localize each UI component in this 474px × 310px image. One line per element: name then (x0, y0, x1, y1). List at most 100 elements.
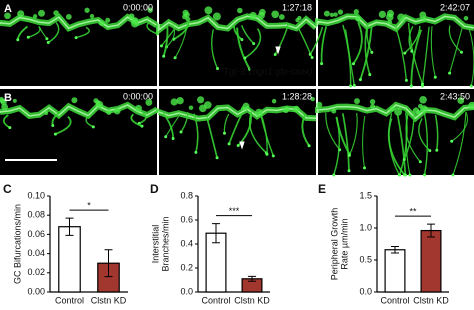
panel-label: C (3, 182, 12, 196)
axon (274, 22, 290, 55)
micrograph (156, 89, 317, 175)
axon (408, 25, 414, 52)
axon (228, 112, 243, 145)
axon (362, 115, 366, 168)
cell-body (128, 13, 135, 20)
growth-cone (451, 173, 455, 177)
growth-cone (332, 173, 336, 177)
panel-label: A (4, 3, 12, 15)
growth-cone (173, 56, 177, 60)
axon (223, 113, 230, 134)
axon (364, 23, 371, 75)
cell-body (457, 97, 465, 105)
cell-body (292, 105, 300, 113)
cell-body (310, 96, 315, 102)
cell-body (203, 101, 212, 109)
bar (420, 229, 442, 293)
cell-body (113, 107, 121, 115)
growth-cone (53, 132, 57, 136)
growth-cone (162, 54, 166, 58)
timestamp: 1:28:28 (282, 91, 312, 101)
growth-cone (223, 131, 226, 135)
growth-cone (164, 135, 168, 139)
cell-body (354, 98, 360, 105)
growth-cone (423, 173, 426, 177)
arrowhead (275, 46, 281, 55)
y-tick-label: 0.5 (359, 254, 372, 264)
cell-body (84, 7, 90, 13)
y-axis-label: Interstitial (150, 225, 160, 264)
growth-cone (435, 148, 439, 152)
cell-body (147, 7, 153, 13)
cell-body (98, 20, 105, 27)
growth-cone (448, 71, 452, 75)
axon (162, 112, 174, 139)
cell-body (378, 10, 387, 19)
cell-body (93, 98, 99, 104)
axon (348, 112, 358, 156)
panel-label: B (4, 92, 12, 104)
growth-cone (179, 130, 183, 134)
axon-bundle (317, 15, 474, 30)
cell-body (242, 102, 250, 110)
micrograph (315, 89, 474, 177)
axon (359, 26, 373, 80)
micrograph (308, 0, 474, 88)
cell-body (329, 12, 335, 18)
growth-cone (215, 156, 219, 160)
cell-body (333, 12, 338, 17)
axon (421, 26, 430, 87)
y-tick-label: 0.0 (180, 286, 193, 296)
growth-cone (363, 166, 366, 170)
growth-cone (410, 49, 414, 53)
growth-cone (402, 158, 406, 161)
cell-body (106, 109, 112, 115)
axon-bundle (0, 104, 158, 117)
growth-cone (403, 173, 406, 177)
axon (394, 23, 408, 81)
y-axis-label: GC Bifurcations/min (12, 204, 22, 284)
axon (193, 113, 199, 153)
axon (130, 113, 143, 127)
cell-body (249, 11, 257, 20)
transgene-caption: Tg(-3.1ngn1:gfp-caax) (223, 66, 312, 76)
y-tick-label: 0.08 (27, 210, 45, 220)
x-tick-label: Clstn KD (413, 295, 449, 305)
cell-body (197, 96, 205, 104)
cell-body (397, 13, 405, 22)
axon (85, 115, 94, 128)
growth-cone (51, 124, 55, 127)
axon (174, 21, 189, 59)
axon (403, 112, 415, 160)
cell-body (422, 17, 427, 22)
growth-cone (171, 137, 175, 140)
axon (448, 25, 462, 53)
growth-cone (227, 142, 231, 146)
axon (434, 114, 439, 151)
cell-body (278, 14, 285, 20)
significance-label: ** (409, 207, 417, 217)
axon (396, 114, 407, 176)
axon (2, 114, 11, 129)
cell-body (285, 106, 290, 111)
micrograph (0, 0, 164, 86)
cell-body (389, 106, 395, 112)
axon-bundle (0, 16, 158, 30)
cell-body (255, 108, 263, 117)
axon (244, 28, 262, 59)
growth-cone (418, 160, 422, 164)
growth-cone (307, 144, 311, 148)
arrowhead (239, 141, 245, 150)
micrograph (156, 0, 318, 86)
growth-cone (397, 173, 401, 177)
y-tick-label: 0.00 (27, 286, 45, 296)
cell-body (259, 8, 266, 16)
timestamp: 0:00:00 (123, 2, 153, 12)
timestamp: 2:43:50 (440, 91, 470, 101)
growth-cone (404, 78, 408, 82)
error-bar (65, 217, 74, 236)
growth-cone (273, 53, 277, 56)
axon (180, 112, 189, 133)
cell-body (331, 108, 337, 114)
axon (388, 113, 400, 176)
